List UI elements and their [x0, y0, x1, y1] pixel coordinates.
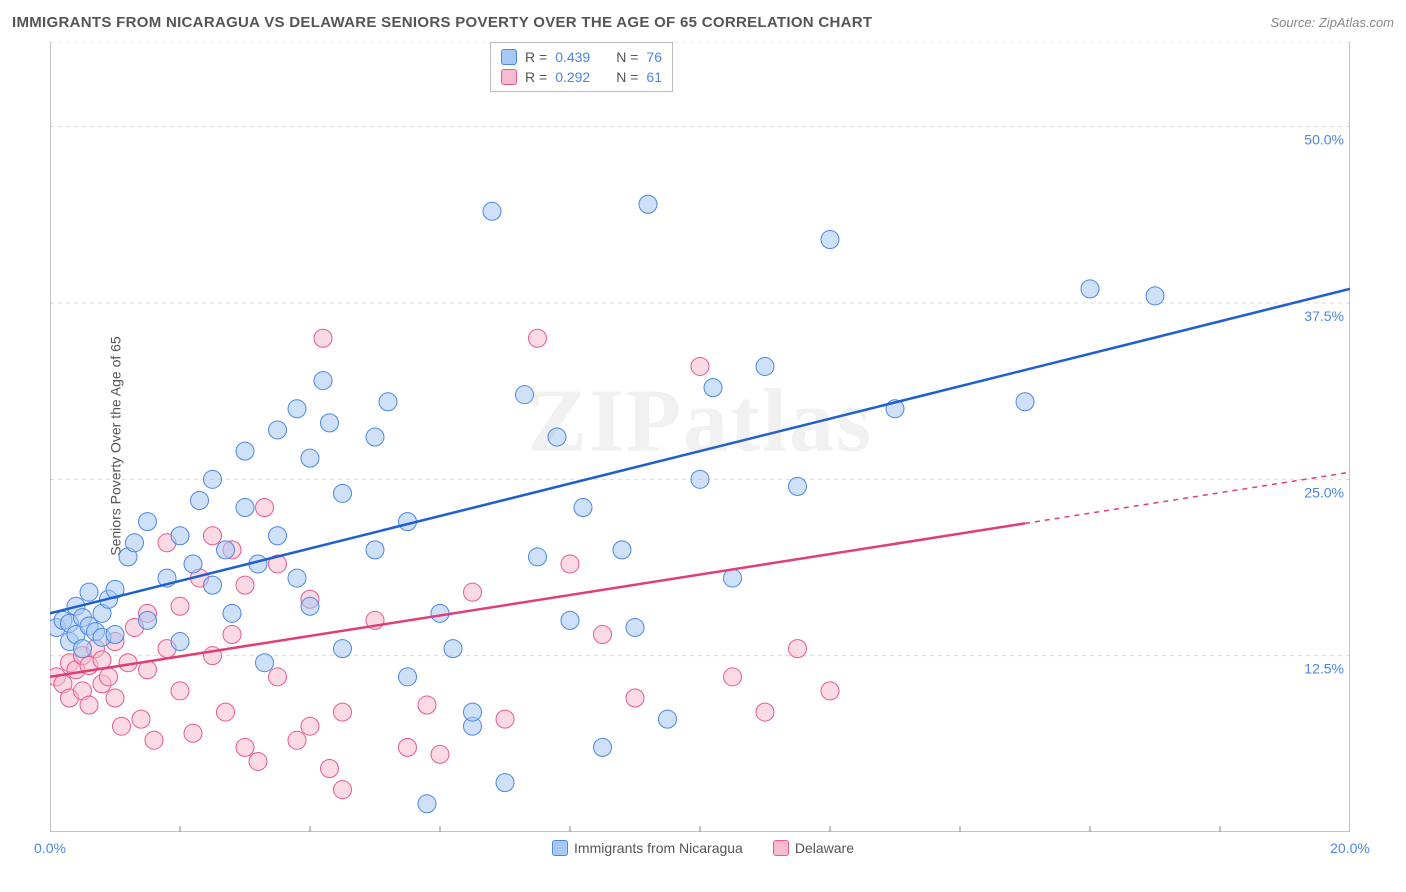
r-value-1: 0.439	[555, 49, 590, 65]
x-tick-0: 0.0%	[34, 840, 66, 856]
swatch-series1	[501, 49, 517, 65]
stats-row-1: R = 0.439 N = 76	[501, 47, 662, 67]
svg-text:12.5%: 12.5%	[1304, 661, 1344, 677]
legend-item-2: Delaware	[773, 840, 854, 856]
r-label: R =	[525, 69, 547, 85]
svg-text:37.5%: 37.5%	[1304, 308, 1344, 324]
title-bar: IMMIGRANTS FROM NICARAGUA VS DELAWARE SE…	[12, 8, 1394, 36]
stats-row-2: R = 0.292 N = 61	[501, 67, 662, 87]
bottom-legend: Immigrants from Nicaragua Delaware	[552, 840, 854, 856]
source-label: Source: ZipAtlas.com	[1270, 15, 1394, 30]
legend-item-1: Immigrants from Nicaragua	[552, 840, 743, 856]
swatch-series2	[773, 840, 789, 856]
chart-container: IMMIGRANTS FROM NICARAGUA VS DELAWARE SE…	[0, 0, 1406, 892]
n-value-2: 61	[646, 69, 662, 85]
plot-svg: 12.5% 25.0% 37.5% 50.0%	[50, 42, 1350, 832]
r-value-2: 0.292	[555, 69, 590, 85]
n-label: N =	[616, 49, 638, 65]
stats-legend-box: R = 0.439 N = 76 R = 0.292 N = 61	[490, 42, 673, 92]
plot-area: 12.5%25.0%37.5%50.0% ZIPatlas R = 0.439 …	[50, 42, 1350, 832]
n-value-1: 76	[646, 49, 662, 65]
legend-label-1: Immigrants from Nicaragua	[574, 840, 743, 856]
legend-label-2: Delaware	[795, 840, 854, 856]
swatch-series2	[501, 69, 517, 85]
chart-title: IMMIGRANTS FROM NICARAGUA VS DELAWARE SE…	[12, 14, 872, 31]
n-label: N =	[616, 69, 638, 85]
x-tick-20: 20.0%	[1330, 840, 1370, 856]
svg-text:25.0%: 25.0%	[1304, 484, 1344, 500]
r-label: R =	[525, 49, 547, 65]
swatch-series1	[552, 840, 568, 856]
svg-text:50.0%: 50.0%	[1304, 132, 1344, 148]
